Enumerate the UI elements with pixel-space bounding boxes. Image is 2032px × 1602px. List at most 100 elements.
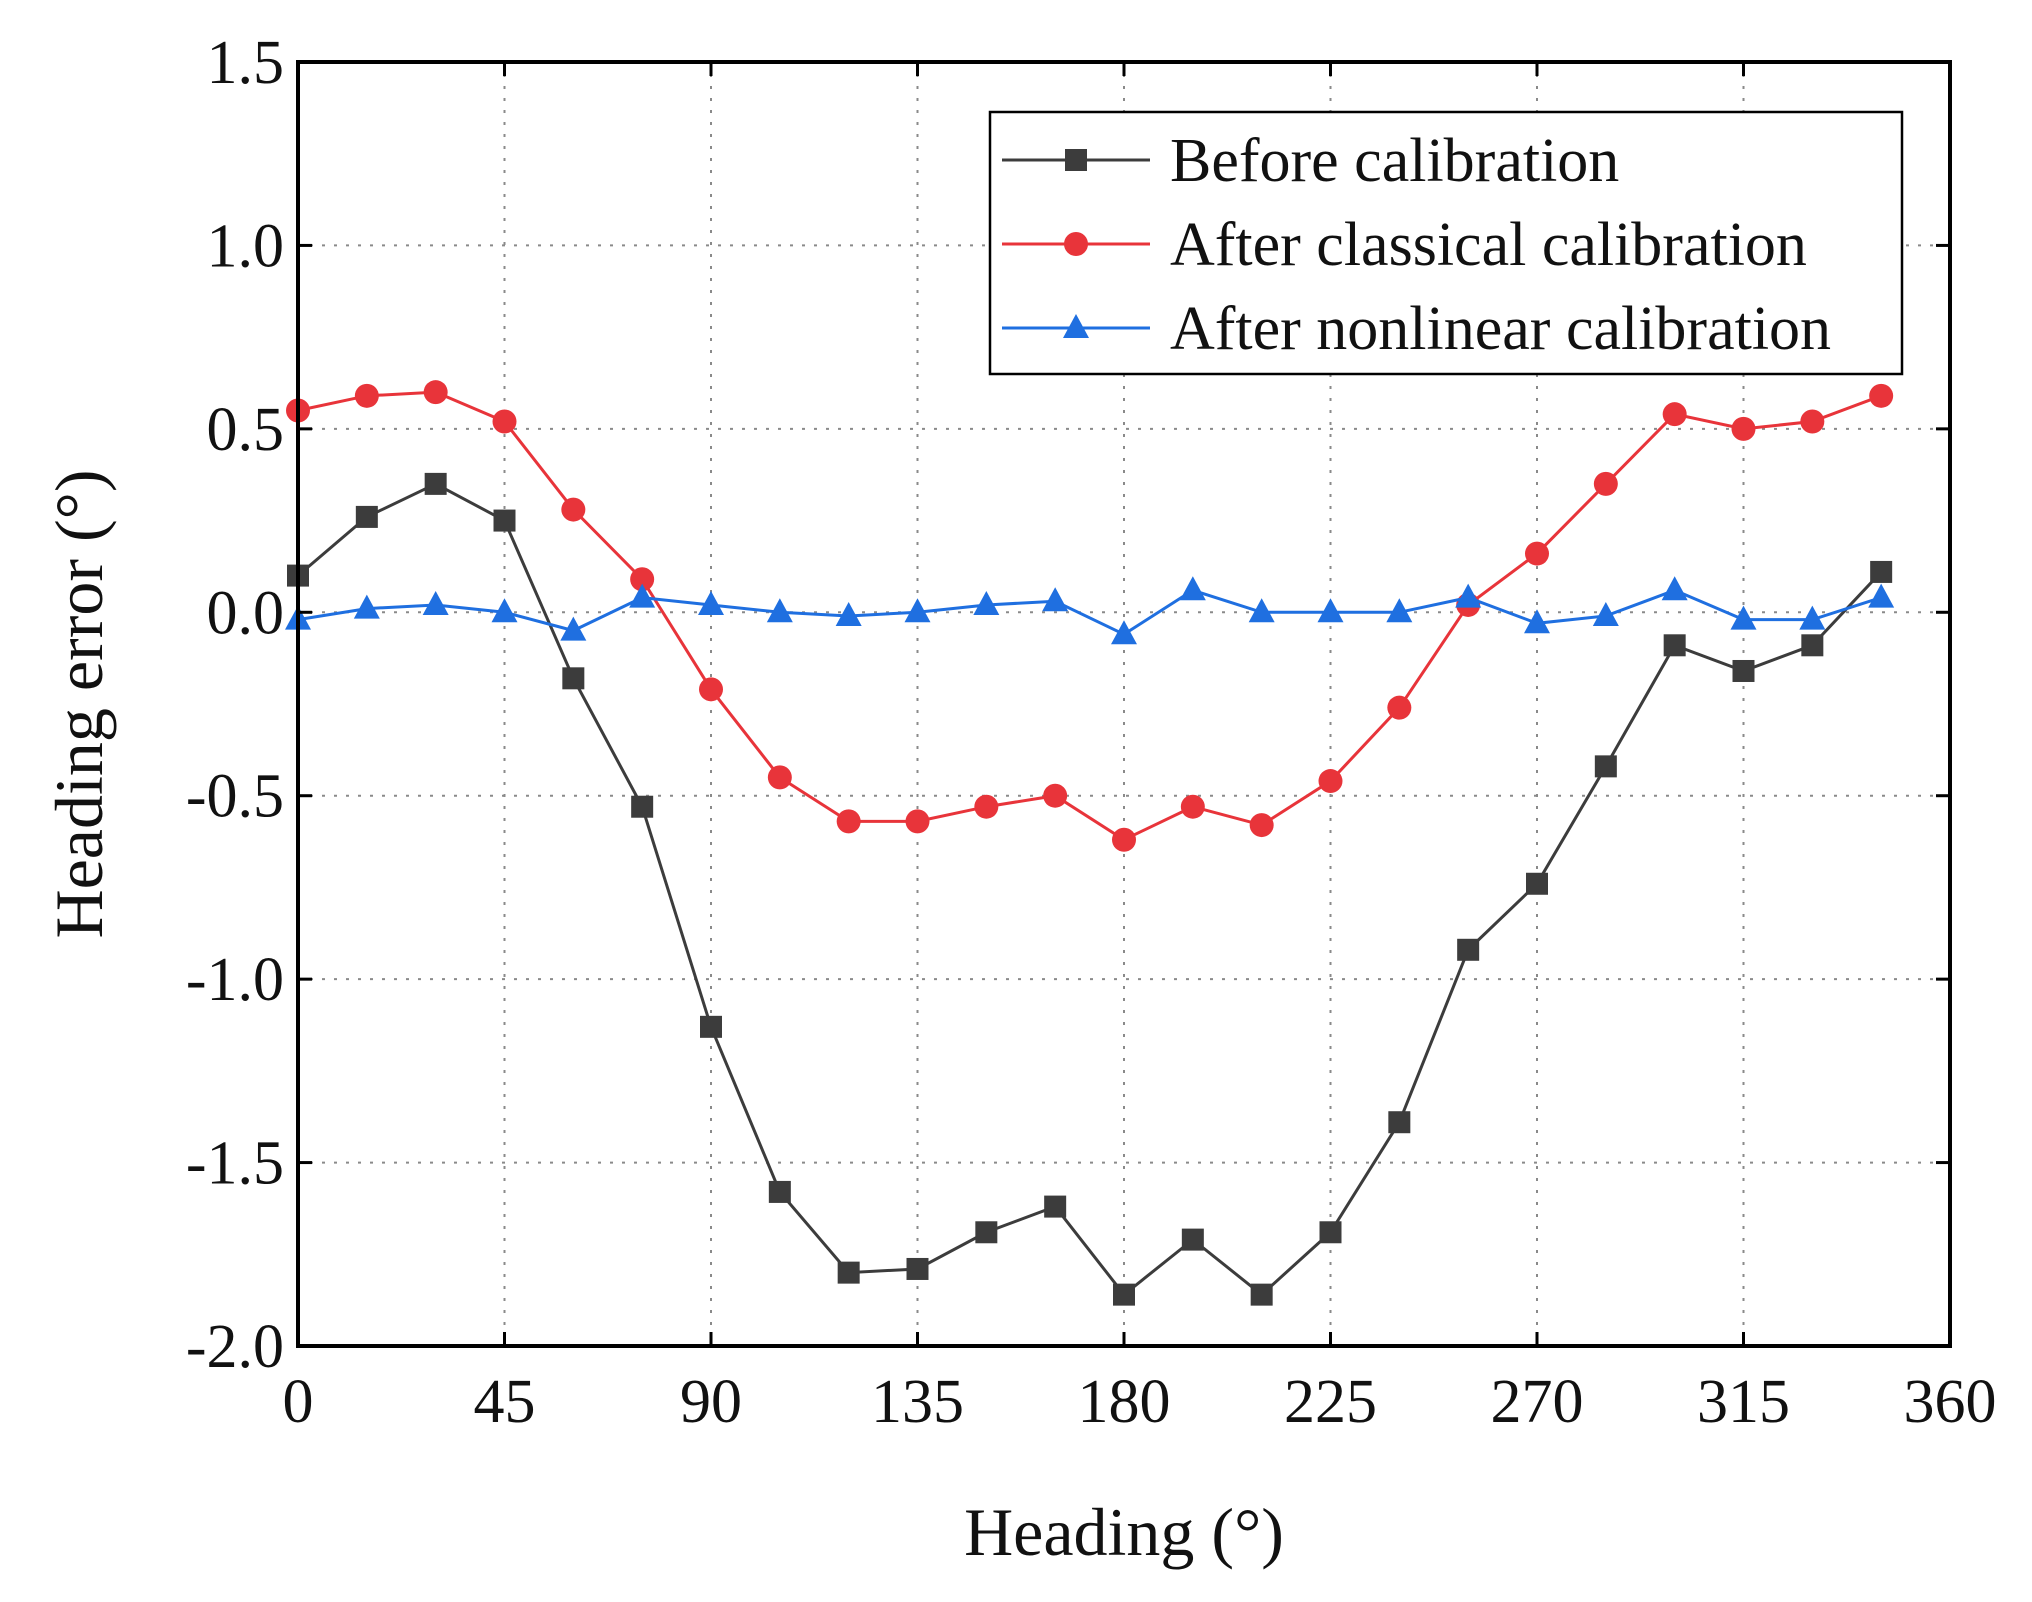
data-point [1663, 634, 1686, 657]
data-point [1386, 598, 1413, 623]
x-tick-label: 225 [1284, 1368, 1377, 1436]
data-point [1248, 598, 1275, 623]
data-point [1319, 1221, 1342, 1244]
x-axis-title: Heading (°) [964, 1494, 1284, 1570]
legend-marker [1063, 314, 1089, 338]
data-point [1868, 583, 1895, 608]
series-2 [286, 380, 1894, 852]
data-point [1113, 1283, 1135, 1306]
data-point [1457, 938, 1480, 961]
series-1 [287, 472, 1893, 1306]
data-point [630, 567, 655, 592]
data-point [629, 583, 656, 608]
data-point [1592, 601, 1619, 626]
y-tick-label: -2.0 [186, 1313, 284, 1381]
data-point [1388, 1111, 1411, 1134]
data-point [767, 765, 792, 790]
x-tick-label: 360 [1904, 1368, 1997, 1436]
y-tick-label: -1.5 [186, 1130, 284, 1198]
series-3 [285, 576, 1895, 645]
x-tick-label: 45 [474, 1368, 536, 1436]
data-point [699, 677, 723, 702]
legend-item: After classical calibration [1002, 211, 1807, 279]
x-tick-label: 135 [871, 1368, 964, 1436]
x-tick-label: 180 [1078, 1368, 1171, 1436]
axis-ticks [296, 60, 1952, 1348]
data-point [975, 1221, 998, 1244]
data-point [1250, 1283, 1273, 1306]
data-point [1318, 769, 1343, 794]
legend-label: After classical calibration [1170, 211, 1807, 279]
data-point [1387, 695, 1412, 720]
data-point [698, 590, 724, 615]
data-point [560, 616, 587, 641]
x-tick-label: 90 [680, 1368, 742, 1436]
legend-marker [1064, 232, 1088, 256]
data-point [1043, 783, 1068, 808]
data-point [423, 380, 448, 405]
data-point [766, 598, 793, 623]
data-point [1526, 872, 1548, 895]
data-point [1455, 583, 1482, 608]
plot-series [285, 380, 1895, 1306]
data-point [973, 590, 1000, 615]
data-point [562, 667, 585, 690]
x-tick-label: 315 [1697, 1368, 1790, 1436]
data-point [1179, 576, 1206, 601]
legend-item: Before calibration [1002, 127, 1619, 195]
data-point [491, 598, 518, 623]
x-tick-label: 0 [283, 1368, 314, 1436]
series-line [297, 588, 1882, 637]
legend-item: After nonlinear calibration [1002, 295, 1831, 363]
y-tick-label: -0.5 [186, 763, 284, 831]
y-tick-label: 1.0 [207, 212, 285, 280]
data-point [422, 590, 449, 615]
data-point [1730, 605, 1757, 630]
data-point [836, 809, 861, 834]
data-point [631, 795, 654, 818]
series-line [297, 482, 1883, 1297]
data-point [1044, 1195, 1067, 1218]
data-point [492, 409, 517, 434]
data-point [835, 601, 862, 626]
data-point [904, 598, 931, 623]
data-point [1731, 416, 1756, 441]
legend-label: After nonlinear calibration [1170, 295, 1831, 363]
data-point [1181, 1228, 1204, 1251]
data-point [1111, 620, 1137, 645]
data-point [700, 1015, 722, 1038]
data-point [1801, 634, 1824, 657]
x-tick-label: 270 [1491, 1368, 1584, 1436]
legend-marker [1065, 149, 1087, 171]
data-point [768, 1180, 791, 1203]
y-tick-label: 0.0 [207, 579, 285, 647]
data-point [1593, 471, 1618, 496]
data-point [1042, 587, 1069, 612]
data-point [1869, 383, 1894, 408]
data-point [974, 794, 999, 819]
legend: Before calibration After classical calibr… [988, 110, 1904, 376]
data-point [906, 1257, 929, 1280]
data-point [1594, 755, 1617, 778]
data-point [561, 497, 586, 522]
data-point [1180, 794, 1205, 819]
grid-lines [298, 62, 1950, 1346]
data-point [1249, 813, 1274, 838]
data-point [1525, 541, 1549, 566]
data-point [354, 383, 379, 408]
data-point [1661, 576, 1688, 601]
data-point [905, 809, 930, 834]
data-point [1112, 827, 1136, 852]
series-line [297, 390, 1882, 842]
data-point [1732, 659, 1755, 682]
y-tick-label: 1.5 [207, 29, 285, 97]
y-axis-title: Heading error (°) [41, 470, 117, 939]
data-point [837, 1261, 860, 1284]
data-point [1662, 402, 1687, 427]
data-point [424, 472, 447, 495]
data-point [1317, 598, 1344, 623]
data-point [1524, 609, 1550, 634]
data-point [355, 505, 378, 528]
data-point [353, 594, 380, 619]
